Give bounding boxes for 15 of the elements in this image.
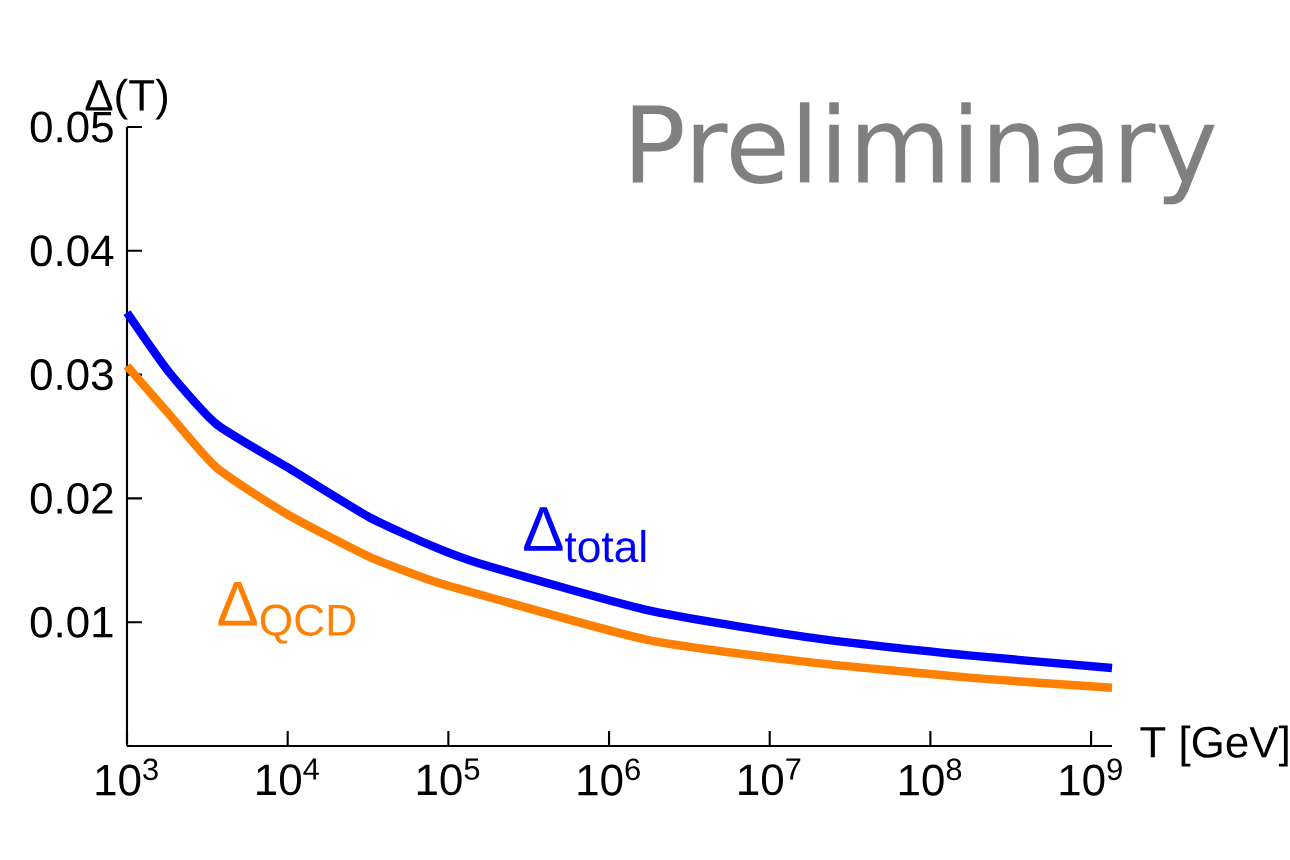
series-label: Δ$_{total}$ (524, 507, 646, 563)
y-tick-label: 0.01 (30, 606, 113, 638)
annotation: Preliminary (632, 102, 1215, 205)
x-tick-label: 10$^{5}$ (417, 758, 480, 796)
x-axis-title: T [GeV] (1140, 725, 1288, 767)
y-tick-label: 0.03 (30, 359, 113, 391)
x-tick-label: 10$^{4}$ (257, 758, 319, 796)
y-tick-label: 0.02 (30, 482, 113, 514)
y-tick-label: 0.04 (30, 235, 114, 267)
series-label: Δ$_{QCD}$ (218, 581, 355, 644)
x-tick-label: 10$^{7}$ (739, 758, 801, 796)
x-tick-label: 10$^{3}$ (96, 758, 158, 796)
x-tick-label: 10$^{8}$ (899, 758, 962, 796)
x-tick-label: 10$^{9}$ (1060, 758, 1122, 796)
x-tick-label: 10$^{6}$ (578, 758, 640, 796)
